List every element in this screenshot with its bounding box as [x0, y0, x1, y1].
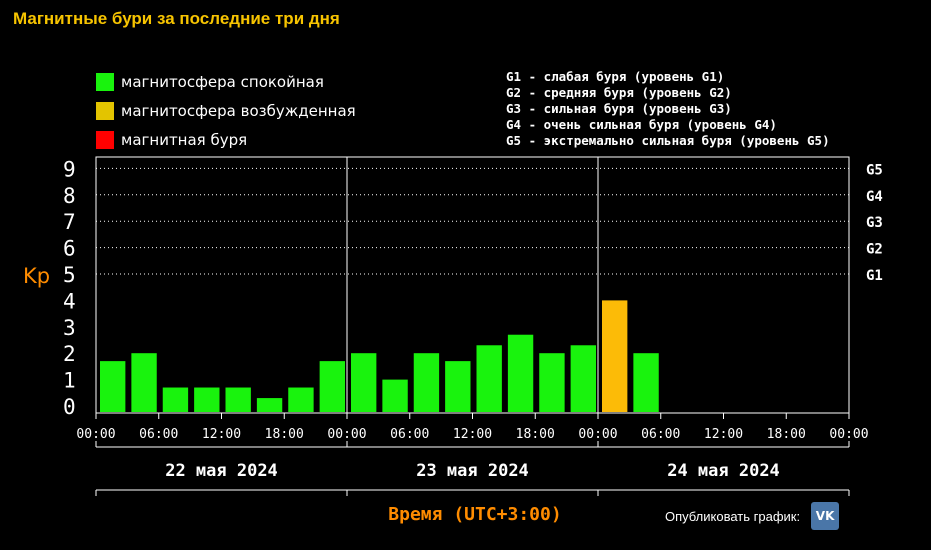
- y-tick-label: 5: [63, 263, 76, 287]
- storm-level-g5: G5 - экстремально сильная буря (уровень …: [506, 133, 830, 148]
- publish-label: Опубликовать график:: [665, 508, 801, 524]
- bar: [633, 353, 659, 412]
- y-tick-label: 6: [63, 237, 76, 261]
- bar: [602, 300, 628, 412]
- legend-swatch-storm: [96, 130, 114, 149]
- x-tick-label: 18:00: [265, 427, 304, 442]
- x-tick-label: 12:00: [704, 427, 743, 442]
- legend-item-disturbed: магнитосфера возбужденная: [96, 96, 356, 125]
- day-label: 23 мая 2024: [416, 461, 529, 481]
- bar: [445, 361, 471, 412]
- bar: [476, 345, 502, 412]
- x-axis-label: Время (UTC+3:00): [388, 504, 561, 525]
- y-tick-label: 1: [63, 369, 76, 393]
- page-title: Магнитные бури за последние три дня: [13, 9, 340, 28]
- y-tick-label: 9: [63, 157, 76, 181]
- x-tick-label: 00:00: [327, 427, 366, 442]
- bar: [319, 361, 345, 412]
- x-tick-label: 12:00: [202, 427, 241, 442]
- g-tick-label: G3: [866, 215, 883, 231]
- bar: [382, 379, 408, 412]
- day-label: 22 мая 2024: [165, 461, 278, 481]
- y-tick-label: 3: [63, 316, 76, 340]
- legend-swatch-disturbed: [96, 101, 114, 120]
- g-tick-label: G4: [866, 189, 883, 205]
- x-tick-label: 06:00: [641, 427, 680, 442]
- y-tick-label: 4: [63, 289, 76, 313]
- storm-level-g4: G4 - очень сильная буря (уровень G4): [506, 117, 777, 132]
- x-tick-label: 06:00: [390, 427, 429, 442]
- x-tick-label: 00:00: [76, 427, 115, 442]
- x-tick-label: 18:00: [767, 427, 806, 442]
- y-tick-label: 7: [63, 210, 76, 234]
- bar: [413, 353, 440, 412]
- y-tick-label: 2: [63, 342, 76, 366]
- storm-level-g3: G3 - сильная буря (уровень G3): [506, 101, 732, 116]
- y-axis-label: Kp: [23, 264, 50, 288]
- legend-label-disturbed: магнитосфера возбужденная: [121, 101, 356, 120]
- y-tick-label: 0: [63, 395, 76, 419]
- bar: [570, 345, 596, 412]
- legend: магнитосфера спокойная магнитосфера возб…: [96, 67, 356, 154]
- storm-level-g2: G2 - средняя буря (уровень G2): [506, 85, 732, 100]
- legend-label-quiet: магнитосфера спокойная: [121, 72, 324, 91]
- legend-item-quiet: магнитосфера спокойная: [96, 67, 356, 96]
- x-tick-label: 12:00: [453, 427, 492, 442]
- bar: [131, 353, 157, 412]
- x-tick-label: 06:00: [139, 427, 178, 442]
- storm-level-g1: G1 - слабая буря (уровень G1): [506, 69, 725, 84]
- x-tick-label: 00:00: [829, 427, 868, 442]
- x-tick-label: 18:00: [516, 427, 555, 442]
- bar: [351, 353, 377, 412]
- g-tick-label: G5: [866, 162, 883, 178]
- legend-swatch-quiet: [96, 72, 114, 91]
- plot-frame: [95, 156, 850, 414]
- publish-area: Опубликовать график: VK: [665, 502, 840, 530]
- g-tick-label: G2: [866, 242, 883, 258]
- day-label: 24 мая 2024: [667, 461, 780, 481]
- bar: [539, 353, 565, 412]
- legend-label-storm: магнитная буря: [121, 130, 248, 149]
- bar: [225, 387, 251, 412]
- bar: [256, 398, 283, 412]
- x-tick-label: 00:00: [578, 427, 617, 442]
- g-tick-label: G1: [866, 268, 883, 284]
- bar: [162, 387, 189, 412]
- bar: [507, 334, 534, 412]
- vk-icon[interactable]: VK: [811, 502, 840, 530]
- bar: [288, 387, 314, 412]
- storm-levels-list: G1 - слабая буря (уровень G1) G2 - средн…: [506, 69, 830, 149]
- bar: [194, 387, 220, 412]
- bar: [100, 361, 126, 412]
- y-tick-label: 8: [63, 184, 76, 208]
- legend-item-storm: магнитная буря: [96, 125, 356, 154]
